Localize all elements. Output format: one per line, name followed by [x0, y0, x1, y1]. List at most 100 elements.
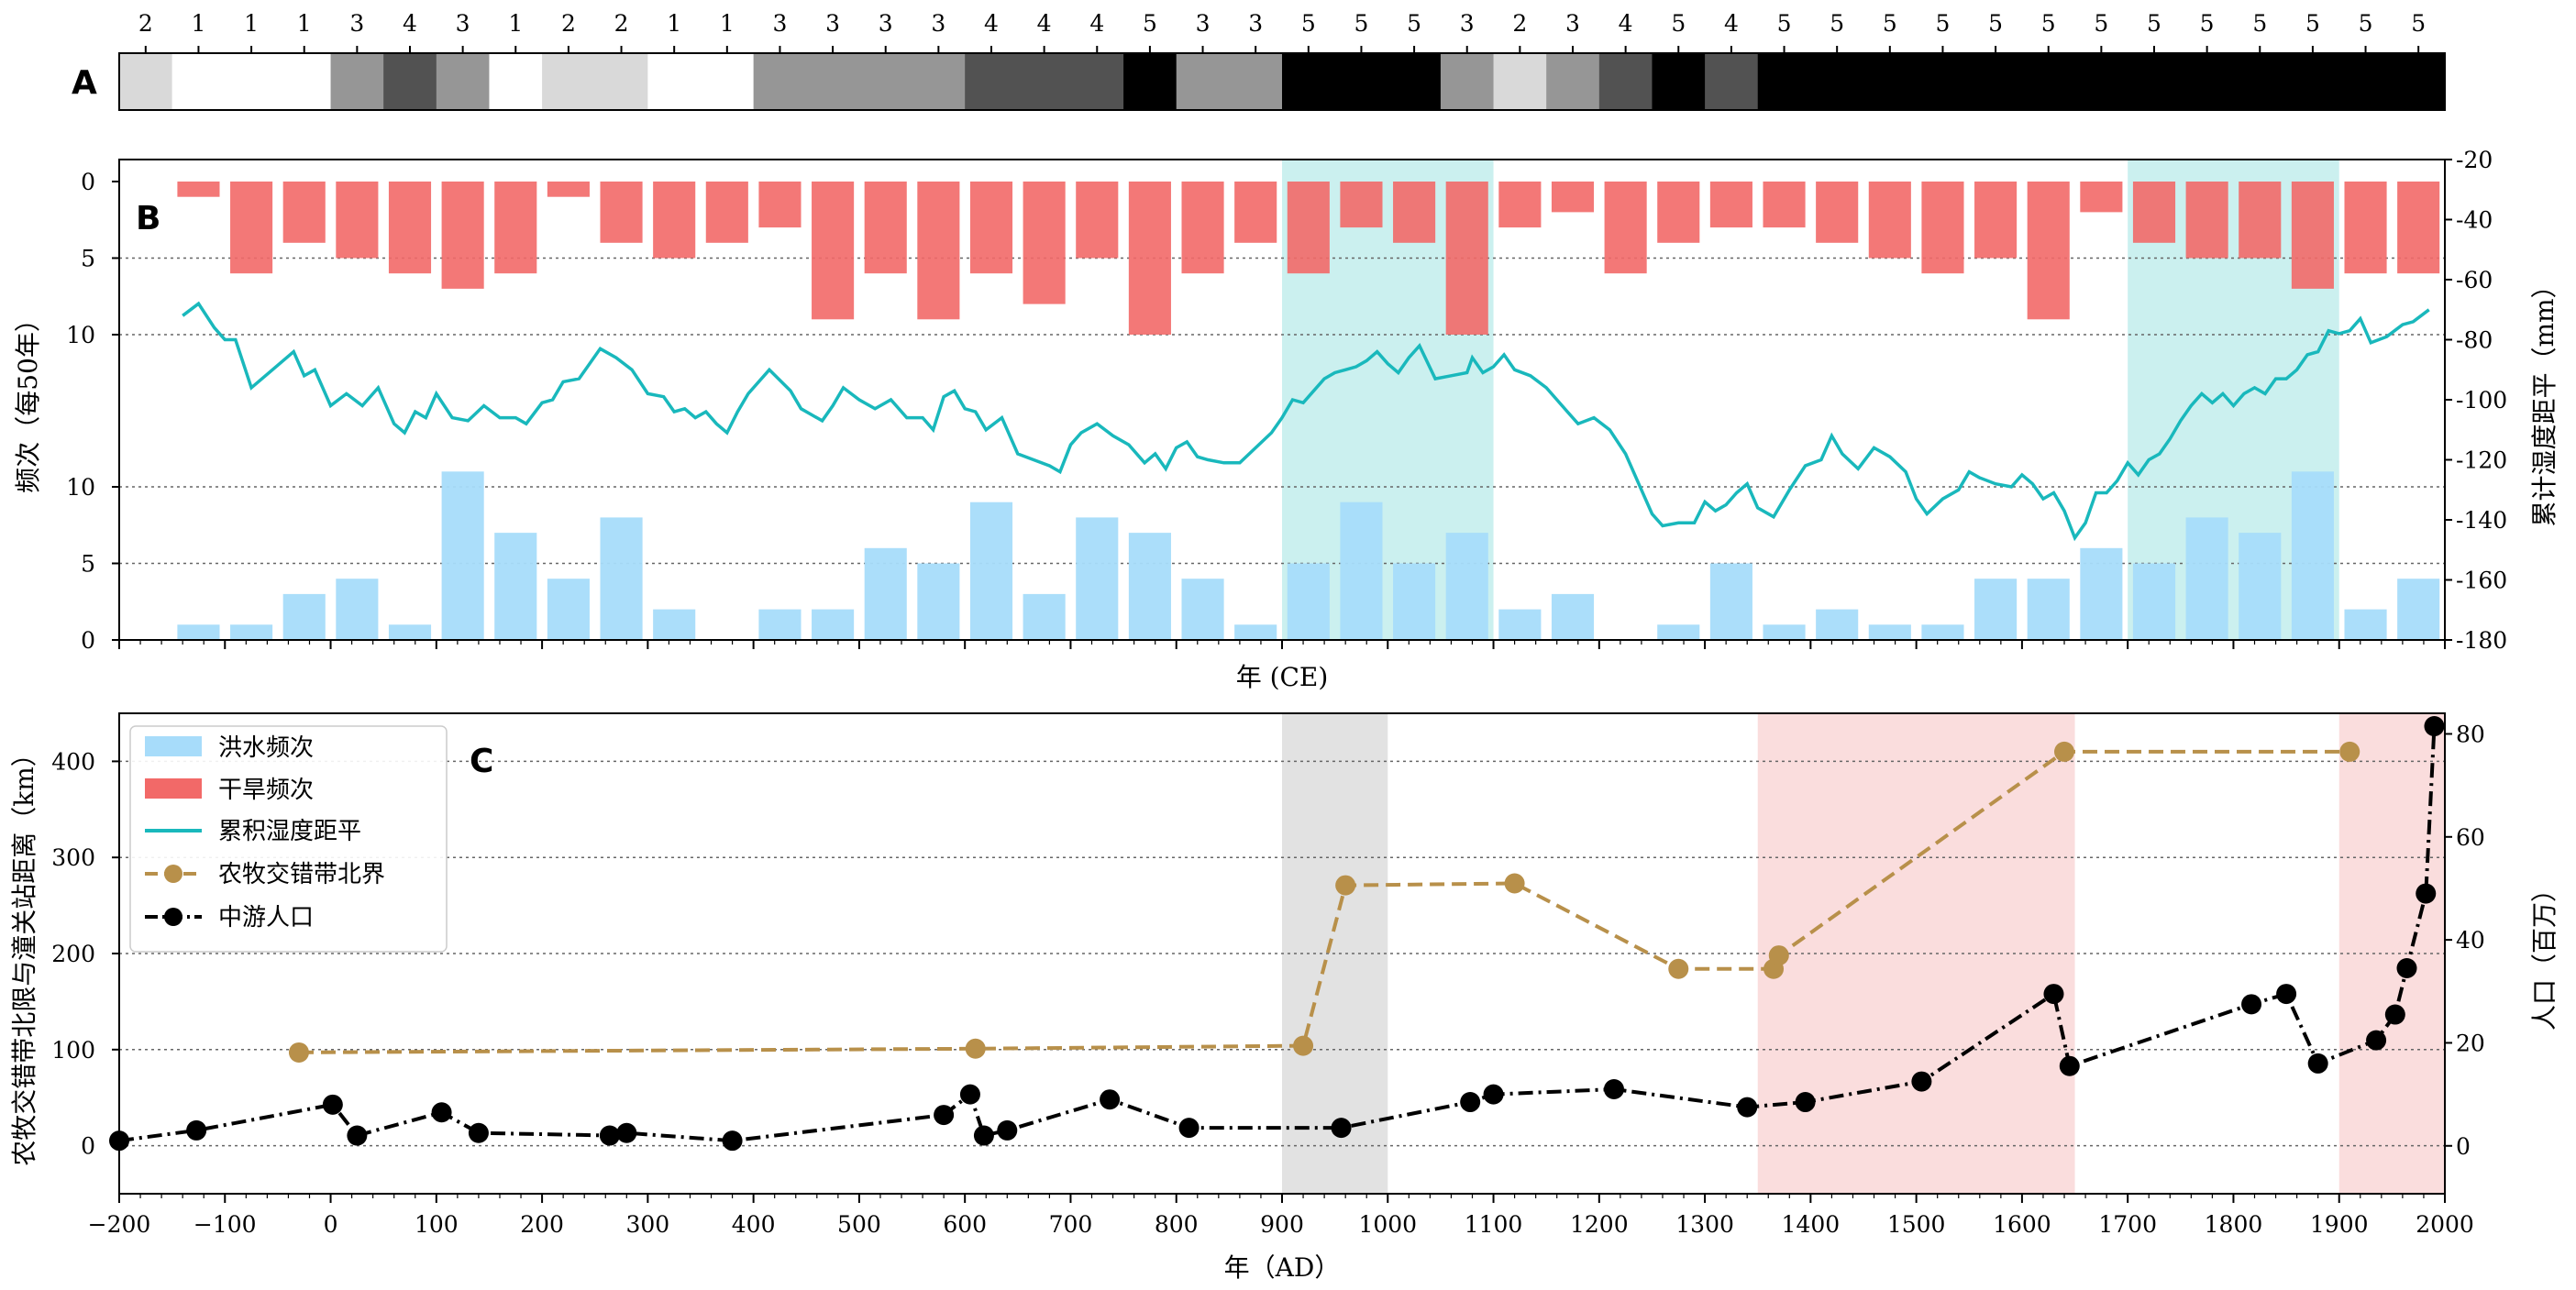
drought-bar [1709, 182, 1752, 228]
drought-bar [1498, 182, 1542, 228]
state-cell [753, 53, 807, 110]
state-cell [701, 53, 755, 110]
flood-bar [282, 593, 326, 640]
series [109, 716, 2445, 1152]
state-label: 3 [349, 10, 364, 37]
state-cell [119, 53, 173, 110]
state-label: 5 [1777, 10, 1792, 37]
drought-bar [1393, 182, 1436, 243]
x-tick-label: 1000 [1358, 1211, 1417, 1238]
legend-box [129, 725, 448, 953]
flood-bar [653, 609, 696, 640]
drought-bar [2239, 182, 2282, 259]
y-tick-label-left: 300 [51, 844, 95, 871]
y-tick-label-right: -40 [2456, 207, 2493, 234]
population-point [1483, 1084, 1504, 1105]
legend: 洪水频次 干旱频次 累积湿度距平 农牧交错带北界 中游人口 [129, 725, 448, 953]
population-point [1737, 1097, 1758, 1118]
flood-bar [230, 624, 273, 640]
x-tick-label: 1400 [1782, 1211, 1841, 1238]
flood-bar [917, 563, 960, 640]
population-point [2424, 716, 2445, 737]
x-tick-label: 1900 [2310, 1211, 2369, 1238]
x-tick-label: 400 [732, 1211, 776, 1238]
y-tick-label-right: 60 [2456, 824, 2485, 851]
humidity-line [182, 301, 2430, 542]
population-point [599, 1125, 620, 1146]
population-point [2059, 1055, 2080, 1076]
population-point [1178, 1118, 1200, 1139]
flood-bar [1181, 579, 1224, 640]
state-label: 2 [138, 10, 153, 37]
state-cell [1546, 53, 1600, 110]
population-point [2307, 1053, 2328, 1074]
state-label: 3 [879, 10, 893, 37]
x-tick-label: 600 [943, 1211, 987, 1238]
boundary-point [1293, 1035, 1314, 1056]
flood-bar [494, 533, 537, 640]
state-label: 5 [1883, 10, 1897, 37]
boundary-point [1504, 873, 1525, 894]
y-tick-label-left: 0 [81, 169, 95, 195]
state-cell [489, 53, 543, 110]
y-tick-label-right: -20 [2456, 147, 2493, 173]
y-axis-title-c-left: 农牧交错带北限与潼关站距离（km） [9, 741, 39, 1166]
state-cell [1493, 53, 1547, 110]
drought-bar [1816, 182, 1859, 243]
state-cell [2128, 53, 2182, 110]
legend-label-humidity: 累积湿度距平 [218, 818, 361, 845]
state-cell [806, 53, 860, 110]
state-cell [1863, 53, 1918, 110]
state-label: 5 [1354, 10, 1369, 37]
population-point [934, 1105, 955, 1126]
drought-bar [230, 182, 273, 274]
boundary-point [965, 1038, 986, 1059]
x-tick-label: 2000 [2416, 1211, 2474, 1238]
state-label: 3 [1196, 10, 1211, 37]
drought-bars [177, 182, 2440, 335]
drought-bar [441, 182, 484, 289]
population-point [1460, 1092, 1481, 1113]
state-cell [858, 53, 913, 110]
drought-bar [1128, 182, 1171, 335]
population-point [186, 1119, 207, 1141]
state-label: 5 [1407, 10, 1421, 37]
population-point [1603, 1078, 1624, 1099]
drought-bar [547, 182, 590, 197]
legend-label-drought: 干旱频次 [218, 777, 314, 804]
state-cell [1916, 53, 1970, 110]
y-tick-label-left: 400 [51, 748, 95, 775]
flood-bar [864, 547, 907, 640]
drought-bar [1287, 182, 1330, 274]
state-label: 4 [1619, 10, 1633, 37]
flood-bar [1076, 517, 1119, 640]
flood-bar [1393, 563, 1436, 640]
population-point [616, 1122, 637, 1143]
x-tick-label: 0 [324, 1211, 338, 1238]
population-point [2276, 984, 2297, 1005]
flood-bar [1551, 593, 1595, 640]
flood-bars [177, 471, 2440, 640]
population-point [2043, 984, 2064, 1005]
drought-bar [2397, 182, 2440, 274]
drought-bar [2291, 182, 2334, 289]
population-point [1795, 1092, 1816, 1113]
x-tick-label: 1200 [1570, 1211, 1629, 1238]
state-label: 3 [1565, 10, 1580, 37]
state-cell [1969, 53, 2023, 110]
flood-bar [1816, 609, 1859, 640]
flood-bar [2239, 533, 2282, 640]
population-point [322, 1094, 343, 1115]
x-tick-label: 1500 [1887, 1211, 1946, 1238]
y-tick-label-left: 5 [81, 551, 95, 578]
x-tick-label: 1800 [2205, 1211, 2263, 1238]
y-tick-label-right: -120 [2456, 447, 2507, 474]
flood-bar [2397, 579, 2440, 640]
population-line [118, 725, 2437, 1143]
population-point [1911, 1071, 1932, 1092]
flood-bar [600, 517, 643, 640]
flood-bar [1287, 563, 1330, 640]
axis-ticks: 0 100 200 300 400 0 20 40 60 80 −200 −100 0 100 200 300… [51, 721, 2485, 1238]
x-axis-title-b: 年 (CE) [1236, 662, 1329, 692]
